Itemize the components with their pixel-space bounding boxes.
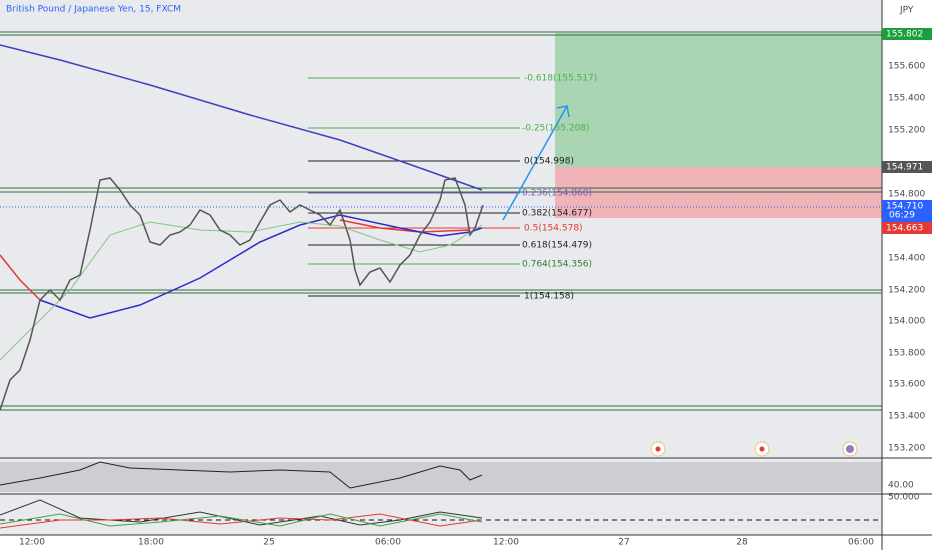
fib-label: 1(154.158): [524, 292, 574, 302]
levels: [0, 31, 882, 411]
osc-green: [0, 513, 483, 527]
rsi-band: [0, 462, 882, 492]
price-label: 153.600: [888, 380, 925, 390]
ma-red-2: [339, 219, 471, 233]
time-label: 12:00: [19, 538, 45, 548]
fib-label: 0(154.998): [524, 157, 574, 167]
price-label: 155.200: [888, 126, 925, 136]
rsi-label: 40.00: [888, 481, 914, 491]
price-labels: 155.600 155.400 155.200 154.800 154.400 …: [888, 62, 925, 503]
price-label: 154.200: [888, 286, 925, 296]
price-axis: [882, 0, 932, 550]
price-label: 154.000: [888, 317, 925, 327]
price-label: 155.600: [888, 62, 925, 72]
target-tag: 155.802: [886, 30, 923, 40]
time-label: 06:00: [848, 538, 874, 548]
fib-lines: [308, 77, 520, 297]
fib-label: 0.382(154.677): [522, 209, 592, 219]
entry-tag: 154.971: [886, 163, 923, 173]
ma-slow: [0, 44, 483, 191]
fib-label: 0.236(154.868): [522, 189, 592, 199]
tag-bg: [882, 222, 932, 234]
fib-label: -0.618(155.517): [524, 74, 597, 84]
fib-label: -0.25(155.208): [522, 124, 590, 134]
price-label: 154.400: [888, 254, 925, 264]
ma-blue: [39, 214, 483, 319]
symbol-title: British Pound / Japanese Yen, 15, FXCM: [6, 5, 181, 15]
event-icons: [650, 441, 858, 457]
price-label: 153.400: [888, 412, 925, 422]
stop-tag: 154.663: [886, 224, 923, 234]
ma-red: [0, 254, 41, 301]
ma-green: [0, 221, 483, 361]
last-tag: 154.710: [886, 202, 923, 212]
price-label: 153.200: [888, 444, 925, 454]
tag-bg: [882, 200, 932, 222]
fib-label: 0.618(154.479): [522, 241, 592, 251]
fib-label: 0.764(154.356): [522, 260, 592, 270]
currency: JPY: [899, 6, 914, 16]
arrow-head: [556, 105, 570, 118]
time-axis: [0, 535, 882, 550]
countdown-tag: 06:29: [889, 211, 915, 221]
osc-label: 50.000: [888, 493, 920, 503]
tag-bg: [882, 161, 932, 173]
time-label: 25: [263, 538, 274, 548]
fib-labels: -0.618(155.517) -0.25(155.208) 0(154.998…: [522, 74, 597, 302]
price-label: 155.400: [888, 94, 925, 104]
tag-bg: [882, 28, 932, 40]
time-label: 12:00: [493, 538, 519, 548]
time-label: 27: [618, 538, 629, 548]
fib-label: 0.5(154.578): [524, 224, 583, 234]
time-label: 06:00: [375, 538, 401, 548]
target-zone: [555, 33, 882, 167]
time-label: 18:00: [138, 538, 164, 548]
price-line: [0, 177, 484, 411]
time-label: 28: [736, 538, 748, 548]
rsi-line: [0, 461, 483, 489]
projection-arrow: [502, 105, 568, 221]
price-label: 154.800: [888, 190, 925, 200]
price-label: 153.800: [888, 349, 925, 359]
time-labels: 12:00 18:00 25 06:00 12:00 27 28 06:00: [19, 538, 874, 548]
osc-line: [0, 499, 483, 526]
